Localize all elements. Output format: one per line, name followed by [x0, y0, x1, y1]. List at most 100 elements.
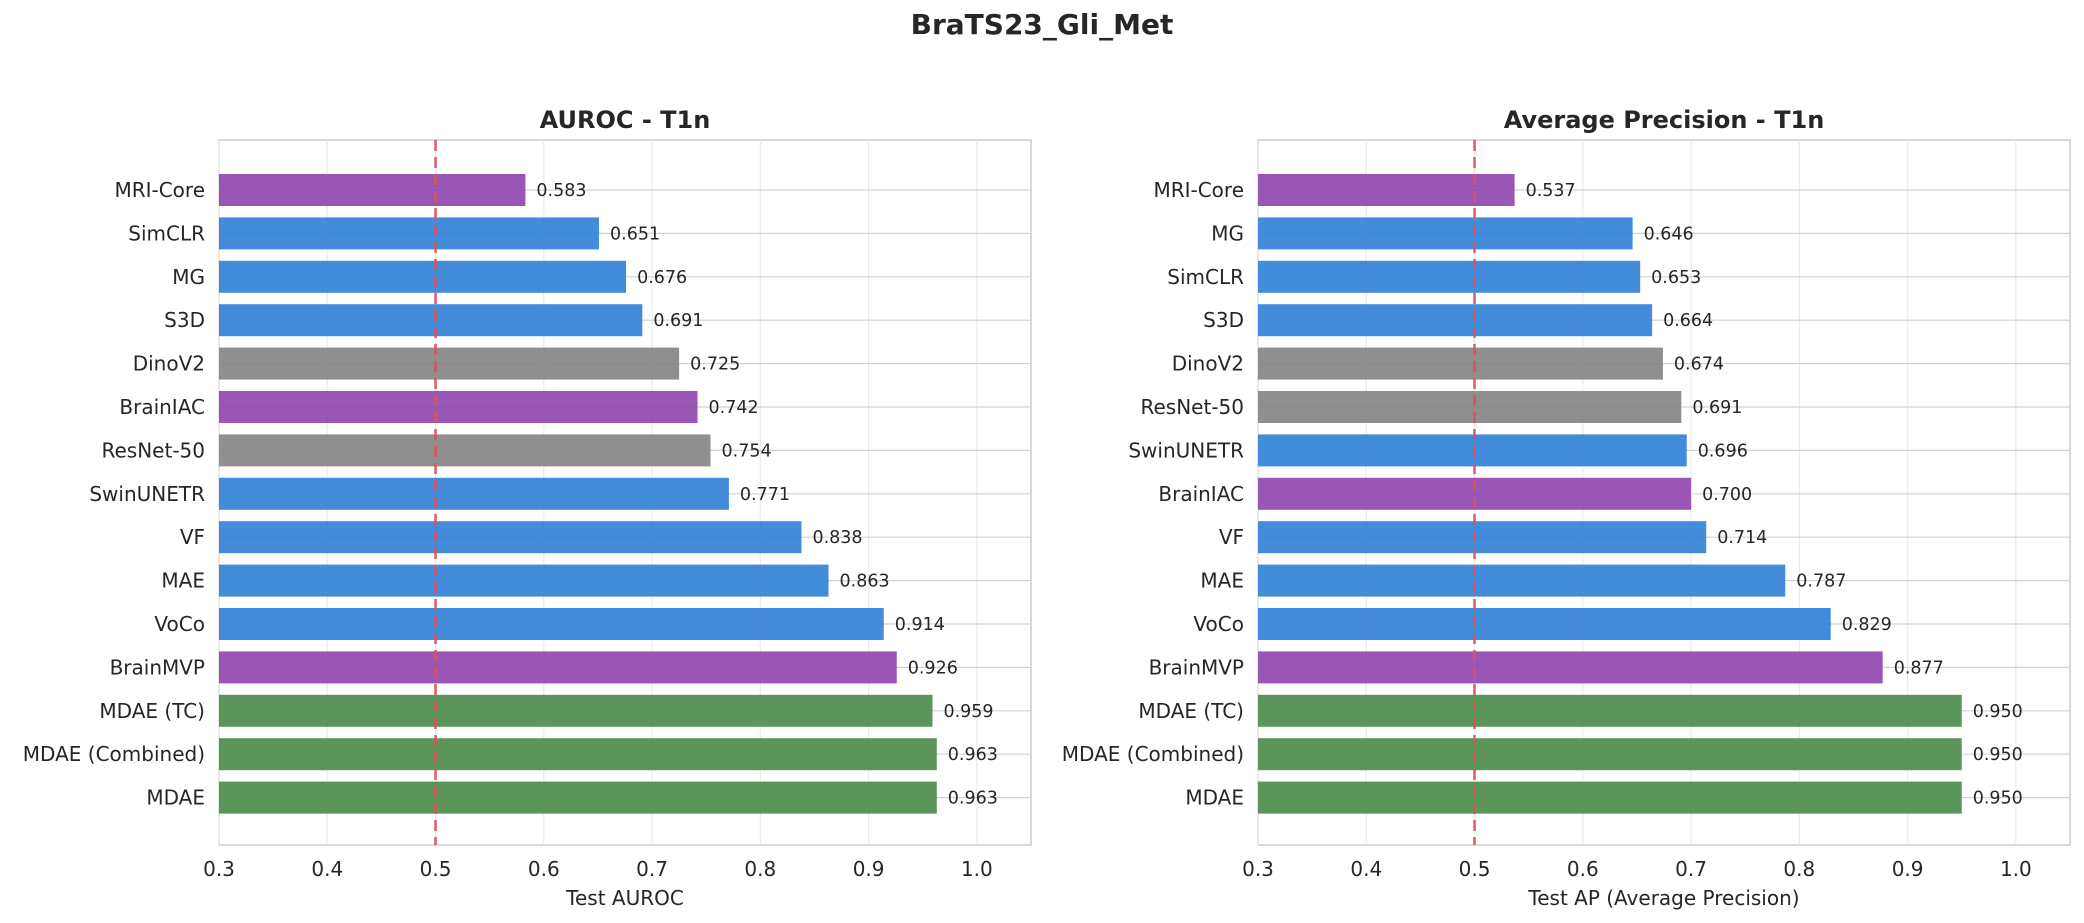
- auroc-bar: [219, 781, 937, 814]
- ap-bar: [1258, 564, 1786, 597]
- ap-y-tick-label: S3D: [1203, 308, 1244, 332]
- auroc-y-tick-label: S3D: [164, 308, 205, 332]
- ap-x-tick-label: 1.0: [2000, 857, 2032, 881]
- figure-title: BraTS23_Gli_Met: [910, 8, 1174, 41]
- ap-value-label: 0.787: [1796, 572, 1846, 592]
- auroc-value-label: 0.959: [943, 702, 993, 722]
- auroc-value-label: 0.583: [536, 181, 586, 201]
- auroc-bar: [219, 304, 643, 337]
- ap-x-tick-label: 0.8: [1783, 857, 1815, 881]
- ap-bar: [1258, 608, 1831, 640]
- ap-y-tick-label: DinoV2: [1172, 352, 1244, 376]
- ap-bar: [1258, 304, 1653, 337]
- ap-x-tick-label: 0.7: [1675, 857, 1707, 881]
- ap-y-tick-label: MDAE (TC): [1138, 699, 1244, 723]
- auroc-y-tick-label: SwinUNETR: [89, 482, 205, 506]
- auroc-x-axis-label: Test AUROC: [565, 886, 684, 910]
- ap-x-tick-label: 0.6: [1567, 857, 1599, 881]
- ap-chart-title: Average Precision - T1n: [1504, 106, 1825, 134]
- ap-value-label: 0.950: [1973, 702, 2023, 722]
- auroc-bar: [219, 434, 711, 467]
- auroc-value-label: 0.926: [908, 658, 958, 678]
- auroc-bar: [219, 521, 802, 554]
- ap-value-label: 0.653: [1651, 268, 1701, 288]
- ap-bar: [1258, 391, 1682, 423]
- auroc-bar: [219, 174, 526, 206]
- auroc-y-tick-label: MG: [172, 265, 205, 289]
- ap-y-tick-label: BrainIAC: [1158, 482, 1244, 506]
- ap-y-tick-label: MRI-Core: [1153, 178, 1244, 202]
- auroc-value-label: 0.691: [653, 311, 703, 331]
- auroc-bar: [219, 391, 698, 423]
- auroc-bar: [219, 217, 600, 250]
- auroc-x-tick-label: 0.6: [528, 857, 560, 881]
- auroc-value-label: 0.914: [895, 615, 945, 635]
- ap-y-tick-label: VF: [1219, 525, 1244, 549]
- auroc-value-label: 0.725: [690, 355, 740, 375]
- auroc-y-tick-label: VoCo: [154, 612, 205, 636]
- auroc-y-tick-label: SimCLR: [128, 221, 205, 245]
- auroc-y-tick-label: MRI-Core: [114, 178, 205, 202]
- auroc-x-tick-label: 0.8: [744, 857, 776, 881]
- auroc-bar: [219, 651, 897, 684]
- auroc-bar: [219, 608, 884, 640]
- auroc-value-label: 0.742: [709, 398, 759, 418]
- ap-y-tick-label: SimCLR: [1167, 265, 1244, 289]
- auroc-value-label: 0.863: [840, 572, 890, 592]
- auroc-value-label: 0.676: [637, 268, 687, 288]
- ap-value-label: 0.829: [1842, 615, 1892, 635]
- ap-value-label: 0.950: [1973, 789, 2023, 809]
- ap-y-tick-label: MDAE (Combined): [1062, 742, 1244, 766]
- ap-value-label: 0.950: [1973, 745, 2023, 765]
- ap-value-label: 0.877: [1894, 658, 1944, 678]
- ap-x-tick-label: 0.9: [1892, 857, 1924, 881]
- auroc-bar: [219, 738, 937, 771]
- auroc-x-tick-label: 0.3: [203, 857, 235, 881]
- auroc-y-tick-label: MDAE (Combined): [23, 742, 205, 766]
- ap-value-label: 0.646: [1644, 224, 1694, 244]
- ap-bar: [1258, 781, 1962, 814]
- auroc-value-label: 0.963: [948, 789, 998, 809]
- ap-y-tick-label: MDAE: [1185, 786, 1244, 810]
- auroc-bar: [219, 564, 829, 597]
- ap-value-label: 0.674: [1674, 355, 1724, 375]
- ap-value-label: 0.691: [1692, 398, 1742, 418]
- auroc-y-tick-label: MAE: [161, 569, 205, 593]
- ap-x-axis-label: Test AP (Average Precision): [1527, 886, 1799, 910]
- auroc-value-label: 0.838: [812, 528, 862, 548]
- ap-y-tick-label: MAE: [1200, 569, 1244, 593]
- auroc-y-tick-label: BrainIAC: [119, 395, 205, 419]
- auroc-chart-title: AUROC - T1n: [540, 106, 711, 134]
- ap-bar: [1258, 738, 1962, 771]
- auroc-x-tick-label: 0.7: [636, 857, 668, 881]
- auroc-y-tick-label: ResNet-50: [102, 438, 206, 462]
- ap-y-tick-label: MG: [1211, 221, 1244, 245]
- ap-bar: [1258, 694, 1962, 727]
- ap-y-tick-label: VoCo: [1193, 612, 1244, 636]
- ap-value-label: 0.537: [1526, 181, 1576, 201]
- ap-value-label: 0.714: [1717, 528, 1767, 548]
- ap-x-tick-label: 0.3: [1242, 857, 1274, 881]
- auroc-x-tick-label: 0.9: [853, 857, 885, 881]
- ap-y-tick-label: BrainMVP: [1149, 655, 1244, 679]
- ap-value-label: 0.700: [1702, 485, 1752, 505]
- ap-bar: [1258, 260, 1641, 293]
- auroc-x-tick-label: 1.0: [961, 857, 993, 881]
- ap-chart-panel: Average Precision - T1n Test AP (Average…: [1062, 106, 2071, 910]
- auroc-bar: [219, 477, 729, 510]
- ap-value-label: 0.664: [1663, 311, 1713, 331]
- ap-bar: [1258, 434, 1687, 467]
- ap-bar: [1258, 347, 1663, 380]
- ap-bar: [1258, 521, 1707, 554]
- auroc-value-label: 0.651: [610, 224, 660, 244]
- auroc-y-tick-label: MDAE: [146, 786, 205, 810]
- auroc-bar: [219, 347, 680, 380]
- auroc-bar: [219, 260, 627, 293]
- auroc-y-tick-label: MDAE (TC): [99, 699, 205, 723]
- ap-value-label: 0.696: [1698, 441, 1748, 461]
- ap-y-tick-label: ResNet-50: [1141, 395, 1245, 419]
- auroc-value-label: 0.771: [740, 485, 790, 505]
- auroc-x-tick-label: 0.5: [420, 857, 452, 881]
- auroc-bar: [219, 694, 933, 727]
